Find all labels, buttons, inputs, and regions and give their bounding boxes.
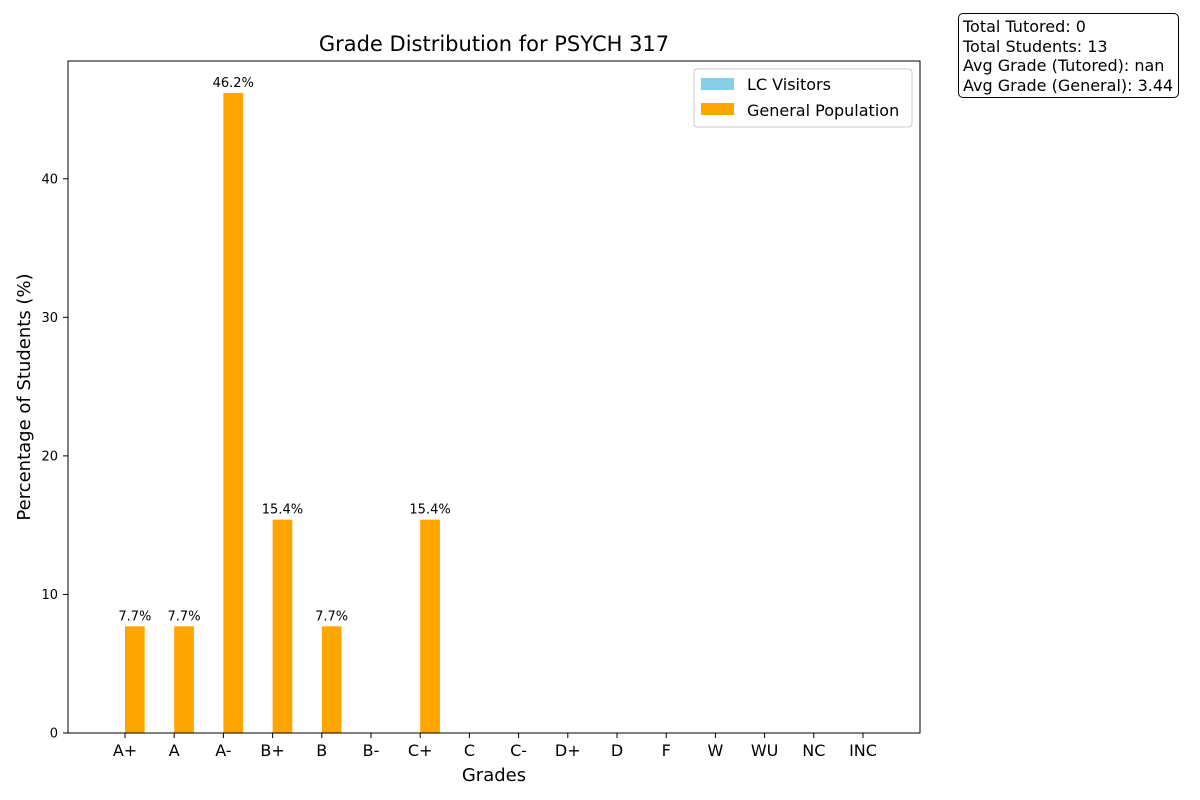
bar-general-population-c [420, 519, 440, 733]
x-tick-label-inc: INC [849, 741, 877, 760]
bar-general-population-a [174, 626, 194, 733]
y-axis-label: Percentage of Students (%) [14, 273, 35, 520]
data-label-general-population-c: 15.4% [409, 503, 450, 518]
x-tick-label-d: D [611, 741, 623, 760]
data-label-general-population-a: 46.2% [213, 76, 254, 91]
bar-general-population-b [321, 626, 342, 733]
data-label-general-population-b: 15.4% [262, 503, 303, 518]
x-tick-label-b: B [316, 741, 327, 760]
data-label-general-population-a: 7.7% [168, 609, 201, 624]
x-tick-label-b: B- [363, 741, 380, 760]
x-tick-label-w: W [707, 741, 723, 760]
x-tick-label-nc: NC [802, 741, 825, 760]
y-tick-label-20: 20 [41, 449, 58, 464]
x-tick-label-a: A+ [113, 741, 137, 760]
x-tick-label-wu: WU [751, 741, 779, 760]
stat-avg-grade-tutored: Avg Grade (Tutored): nan [963, 56, 1165, 75]
legend-swatch-lc-visitors [701, 78, 734, 90]
axes-frame [67, 60, 921, 734]
x-tick-label-b: B+ [260, 741, 284, 760]
legend-label-general-population: General Population [747, 101, 899, 120]
x-tick-label-d: D+ [555, 741, 581, 760]
bar-general-population-a [125, 626, 145, 733]
legend-frame [693, 68, 913, 128]
x-tick-label-a: A [169, 741, 180, 760]
data-label-general-population-b: 7.7% [315, 609, 348, 624]
bars-layer: 7.7% 7.7% 46.2% 15.4% 7.7% 15.4% [118, 76, 451, 733]
x-axis-label: Grades [462, 765, 526, 786]
x-tick-label-a: A- [215, 741, 231, 760]
legend: LC Visitors General Population [693, 68, 913, 128]
stat-total-students: Total Students: 13 [963, 36, 1108, 56]
x-tick-label-c: C+ [408, 741, 433, 760]
legend-label-lc-visitors: LC Visitors [747, 75, 831, 94]
bar-general-population-a [223, 92, 244, 733]
stat-total-tutored: Total Tutored: 0 [963, 17, 1086, 36]
data-label-general-population-a: 7.7% [118, 609, 151, 624]
y-tick-label-40: 40 [41, 172, 58, 187]
y-tick-label-30: 30 [41, 311, 58, 326]
ticks-layer: A+ A A- B+ B B- C+ C C- D+ D F W WU NC INC 0 10 20 30 40 [41, 172, 876, 760]
summary-stats-box: Total Tutored: 0 Total Students: 13 Avg … [958, 13, 1180, 98]
bar-general-population-b [272, 519, 293, 733]
stat-avg-grade-general: Avg Grade (General): 3.44 [963, 75, 1174, 95]
x-tick-label-f: F [662, 741, 671, 760]
x-tick-label-c: C [464, 741, 475, 760]
legend-swatch-general-population [701, 103, 734, 115]
x-tick-label-c: C- [510, 741, 527, 760]
y-tick-label-10: 10 [41, 588, 58, 603]
chart-title: Grade Distribution for PSYCH 317 [319, 32, 669, 56]
y-tick-label-0: 0 [50, 727, 58, 742]
